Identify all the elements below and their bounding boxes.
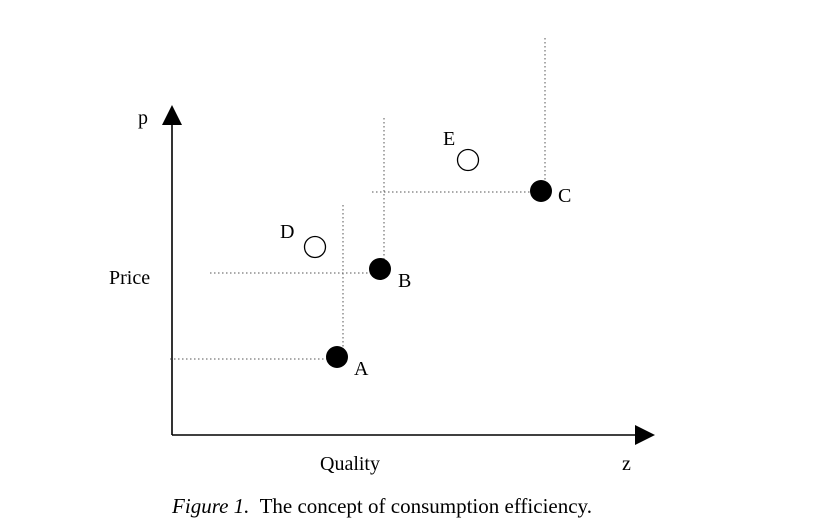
point-c: [530, 180, 552, 202]
point-b-label: B: [398, 270, 411, 292]
figure-caption-text: The concept of consumption efficiency.: [259, 494, 592, 518]
point-d-label: D: [280, 221, 294, 243]
y-axis-label: Price: [109, 267, 150, 289]
point-d: [303, 235, 327, 259]
x-axis-label: Quality: [320, 453, 380, 475]
x-axis-symbol: z: [622, 453, 631, 475]
point-c-label: C: [558, 185, 571, 207]
point-e: [456, 148, 480, 172]
guide-lines: [170, 38, 546, 360]
x-axis-arrowhead: [635, 425, 655, 445]
point-b: [369, 258, 391, 280]
figure-caption-label: Figure 1.: [172, 494, 250, 518]
point-a: [326, 346, 348, 368]
figure-caption: Figure 1. The concept of consumption eff…: [0, 494, 764, 519]
point-e-label: E: [443, 128, 455, 150]
y-axis-symbol: p: [138, 107, 148, 129]
y-axis-arrowhead: [162, 105, 182, 125]
point-a-label: A: [354, 358, 369, 380]
